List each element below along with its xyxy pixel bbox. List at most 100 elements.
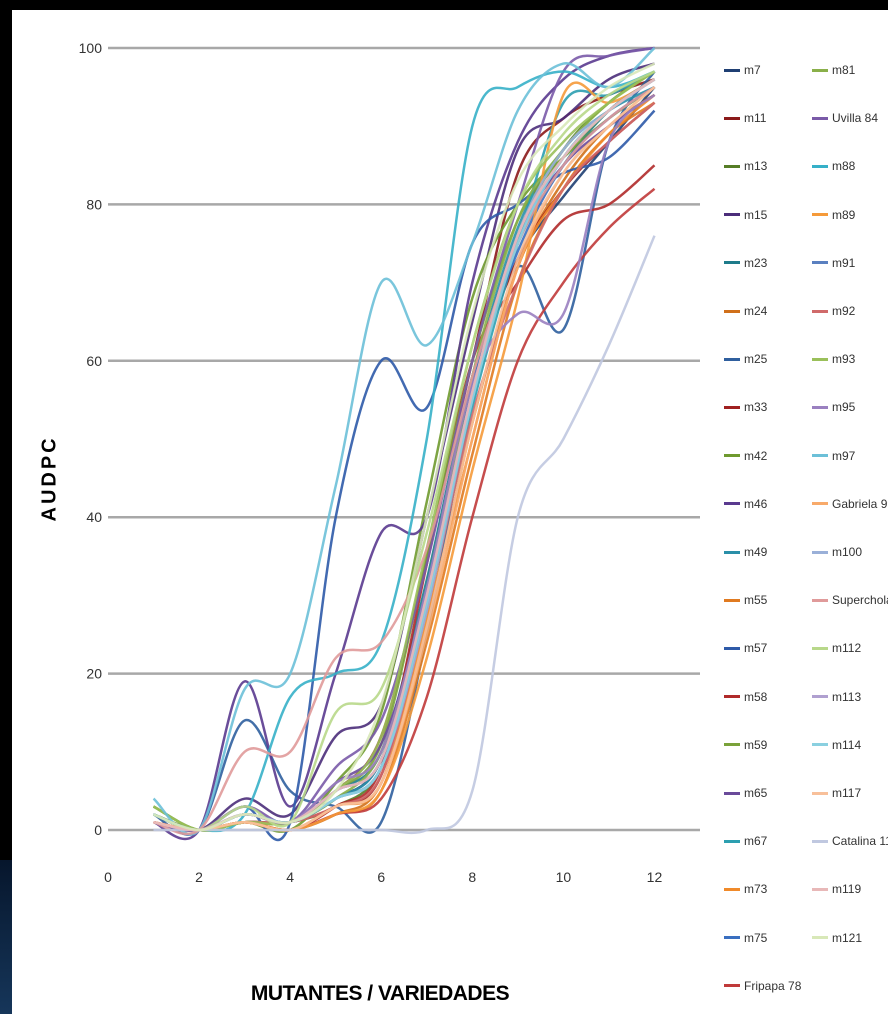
legend-item: Gabriela 99 <box>812 496 888 512</box>
legend-swatch <box>724 936 740 940</box>
legend-item: m121 <box>812 930 862 946</box>
legend-label: m59 <box>744 737 768 752</box>
legend-item: m13 <box>724 158 767 174</box>
legend-swatch <box>724 984 740 988</box>
legend-item: m114 <box>812 737 861 753</box>
legend-item: m92 <box>812 303 855 319</box>
legend-swatch <box>812 936 828 940</box>
legend-label: m97 <box>832 448 856 463</box>
legend-item: m75 <box>724 930 767 946</box>
series-line-m88 <box>153 70 655 833</box>
legend-label: m24 <box>744 304 768 318</box>
legend-item: m15 <box>724 207 767 223</box>
legend-label: Uvilla 84 <box>832 111 879 126</box>
legend-item: m89 <box>812 207 855 223</box>
legend-item: m88 <box>812 158 855 174</box>
legend-item: m11 <box>724 110 766 126</box>
x-tick-label: 6 <box>377 869 385 885</box>
legend-label: m75 <box>744 930 768 945</box>
legend-item: m100 <box>812 544 862 560</box>
legend-swatch <box>812 116 828 120</box>
legend-label: m73 <box>744 882 768 897</box>
legend-swatch <box>812 887 828 891</box>
legend-swatch <box>724 116 740 120</box>
legend-item: m97 <box>812 448 855 464</box>
y-tick-label: 60 <box>86 353 102 369</box>
legend-label: m93 <box>832 352 856 367</box>
legend-swatch <box>724 213 740 217</box>
legend-item: m119 <box>812 881 861 897</box>
legend-swatch <box>812 309 828 313</box>
x-axis-label: MUTANTES / VARIEDADES <box>250 982 510 1005</box>
legend-label: Fripapa 78 <box>744 978 802 993</box>
legend-item: m57 <box>724 640 767 656</box>
legend-label: m100 <box>832 545 863 559</box>
legend-item: Catalina 118 <box>812 833 888 849</box>
y-tick-label: 80 <box>86 196 102 212</box>
legend-swatch <box>812 695 828 699</box>
series-line-m121 <box>153 62 656 832</box>
legend-label: m65 <box>744 786 768 800</box>
legend-label: m113 <box>832 689 862 704</box>
series-line-m112 <box>153 70 656 832</box>
legend-swatch <box>724 598 740 602</box>
legend-item: m42 <box>724 448 767 464</box>
legend-label: m55 <box>744 593 768 608</box>
legend-label: m49 <box>744 545 768 559</box>
legend-swatch <box>724 68 740 72</box>
y-axis-label: AUDPC <box>38 435 61 522</box>
legend-swatch <box>812 550 828 554</box>
legend-label: m117 <box>832 786 862 800</box>
legend-swatch <box>812 68 828 72</box>
series-line-m117 <box>153 86 656 832</box>
legend-swatch <box>812 502 828 506</box>
legend-swatch <box>724 454 740 458</box>
legend-item: Superchola 102 <box>812 592 888 608</box>
x-tick-label: 2 <box>195 869 203 885</box>
legend-swatch <box>724 309 740 313</box>
y-tick-label: 20 <box>86 666 102 682</box>
legend-item: m23 <box>724 255 767 271</box>
legend-swatch <box>812 791 828 795</box>
legend-label: m15 <box>744 207 768 222</box>
legend-swatch <box>812 261 828 265</box>
legend-item: Fripapa 78 <box>724 978 801 994</box>
x-tick-label: 0 <box>104 869 112 885</box>
legend-item: Uvilla 84 <box>812 110 878 126</box>
legend-label: m121 <box>832 930 863 945</box>
y-tick-label: 0 <box>94 822 102 838</box>
tick-labels: 0 20 40 60 80 100 0 2 4 6 8 10 12 <box>79 40 663 885</box>
legend-item: m117 <box>812 785 861 801</box>
legend-label: m67 <box>744 834 768 849</box>
legend-item: m59 <box>724 737 767 753</box>
legend-item: m7 <box>724 62 761 78</box>
legend-label: m119 <box>832 882 862 897</box>
legend-swatch <box>724 791 740 795</box>
legend-swatch <box>812 646 828 650</box>
legend-item: m95 <box>812 399 855 415</box>
legend-label: Catalina 118 <box>832 834 888 849</box>
legend-item: m46 <box>724 496 767 512</box>
series-line-m46 <box>153 46 655 840</box>
legend-label: m92 <box>832 304 856 318</box>
legend-label: m25 <box>744 352 768 367</box>
x-tick-label: 8 <box>468 869 476 885</box>
legend-swatch <box>812 598 828 602</box>
legend-swatch <box>812 839 828 843</box>
legend-label: m33 <box>744 400 768 415</box>
y-tick-label: 40 <box>86 509 102 525</box>
legend-label: m88 <box>832 159 856 174</box>
series-line-m97 <box>152 47 656 836</box>
legend-label: m7 <box>744 63 761 77</box>
legend-swatch <box>812 213 828 217</box>
legend-item: m73 <box>724 881 767 897</box>
legend-label: m42 <box>744 448 768 463</box>
legend-item: m113 <box>812 689 861 705</box>
legend-label: m57 <box>744 641 768 656</box>
legend-swatch <box>724 261 740 265</box>
legend-label: m11 <box>744 111 767 126</box>
legend-item: m112 <box>812 640 861 656</box>
legend-label: m81 <box>832 63 856 77</box>
legend-label: m13 <box>744 159 768 174</box>
